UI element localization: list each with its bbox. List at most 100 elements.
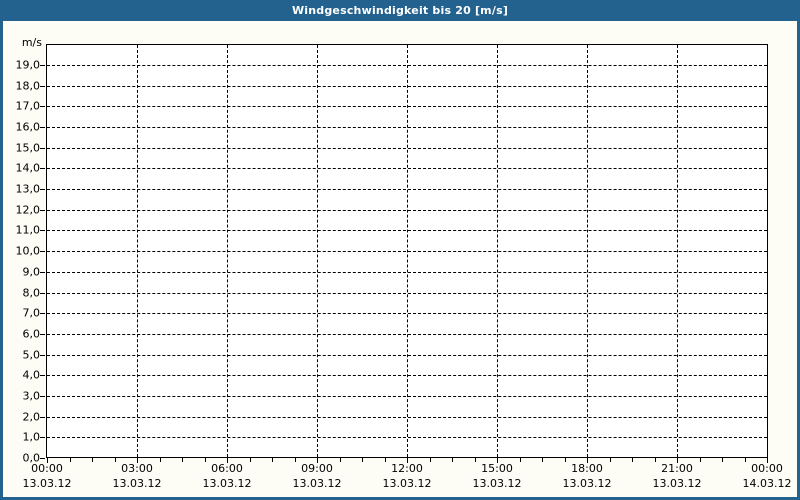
x-axis-minor-tick	[92, 458, 93, 462]
x-axis-tick-time: 00:00	[31, 462, 63, 475]
gridline-vertical	[587, 45, 588, 457]
x-axis-minor-tick	[272, 458, 273, 462]
gridline-vertical	[677, 45, 678, 457]
y-axis-tick-label: 14,0	[15, 161, 41, 175]
y-axis-tick	[40, 189, 45, 191]
gridline-vertical	[137, 45, 138, 457]
x-axis-minor-tick	[159, 458, 161, 462]
y-axis-labels: 19,0 18,0 17,0 16,0 15,0 14,0 13,0 12,0 11,0 10,0…	[3, 44, 45, 465]
x-axis-tick-time: 09:00	[301, 462, 333, 475]
x-axis-tick	[407, 458, 408, 463]
x-axis-tick	[677, 458, 678, 463]
x-axis-labels: 00:00 13.03.12 03:00 13.03.12 06:00 13.03.12 0…	[3, 461, 800, 495]
y-axis-tick-label: 18,0	[15, 79, 41, 93]
y-axis-tick	[40, 85, 45, 87]
y-axis-tick	[40, 209, 45, 211]
gridline-vertical	[227, 45, 228, 457]
x-axis-tick	[317, 458, 318, 463]
x-axis-tick-date: 13.03.12	[382, 477, 432, 490]
x-axis-tick-label: 03:00 13.03.12	[113, 461, 162, 491]
y-axis-tick	[40, 147, 45, 149]
y-axis-tick	[40, 65, 45, 66]
y-axis-tick	[40, 127, 45, 129]
x-axis-tick-date: 13.03.12	[652, 477, 702, 490]
x-axis-tick	[227, 458, 228, 463]
y-axis-tick-label: 6,0	[22, 327, 41, 341]
x-axis-tick-label: 09:00 13.03.12	[293, 461, 342, 491]
x-axis-tick	[587, 458, 588, 463]
y-axis-tick	[40, 251, 45, 253]
gridline-vertical	[317, 45, 318, 457]
y-axis-tick-label: 5,0	[22, 348, 41, 362]
x-axis-tick-label: 18:00 13.03.12	[563, 461, 612, 491]
x-axis-tick-time: 06:00	[211, 462, 243, 475]
x-axis-tick-date: 13.03.12	[472, 477, 522, 490]
x-axis-minor-tick	[699, 458, 701, 462]
x-axis-tick-label: 06:00 13.03.12	[203, 461, 252, 491]
y-axis-tick-label: 1,0	[22, 430, 41, 444]
y-axis-tick-label: 15,0	[15, 141, 41, 155]
y-axis-tick-label: 0,0	[22, 451, 41, 465]
y-axis-tick-label: 4,0	[22, 368, 41, 382]
y-axis-tick	[40, 416, 45, 418]
x-axis-minor-tick	[452, 458, 453, 462]
y-axis-tick	[40, 458, 45, 459]
gridline-vertical	[497, 45, 498, 457]
y-axis-tick-label: 2,0	[22, 410, 41, 424]
plot-area	[46, 44, 768, 458]
y-axis-tick	[40, 292, 45, 294]
x-axis-tick-date: 13.03.12	[202, 477, 252, 490]
x-axis-tick-time: 03:00	[121, 462, 153, 475]
x-axis-minor-tick	[519, 458, 521, 462]
gridline-vertical	[407, 45, 408, 457]
y-axis-tick	[40, 230, 45, 232]
y-axis-tick-label: 12,0	[15, 203, 41, 217]
y-axis-tick-label: 13,0	[15, 182, 41, 196]
y-axis-tick	[40, 313, 45, 315]
x-axis-minor-tick	[722, 458, 723, 462]
x-axis-tick-label: 15:00 13.03.12	[473, 461, 522, 491]
y-axis-tick-label: 16,0	[15, 120, 41, 134]
x-axis-minor-tick	[362, 458, 363, 462]
y-axis-tick	[40, 354, 45, 356]
x-axis-minor-tick	[249, 458, 251, 462]
x-axis-minor-tick	[204, 458, 206, 462]
x-axis-minor-tick	[654, 458, 656, 462]
x-axis-tick-label: 12:00 13.03.12	[383, 461, 432, 491]
y-axis-tick-label: 3,0	[22, 389, 41, 403]
x-axis-tick-time: 12:00	[391, 462, 423, 475]
y-axis-tick	[40, 375, 45, 377]
page-title: Windgeschwindigkeit bis 20 [m/s]	[291, 4, 509, 17]
x-axis-minor-tick	[69, 458, 71, 462]
x-axis-tick-date: 13.03.12	[292, 477, 342, 490]
x-axis-minor-tick	[294, 458, 296, 462]
y-axis-tick	[40, 106, 45, 108]
x-axis-tick	[767, 458, 768, 463]
x-axis-tick	[137, 458, 138, 463]
x-axis-minor-tick	[339, 458, 341, 462]
y-axis-unit-label: m/s	[21, 36, 42, 49]
x-axis-tick-label: 00:00 14.03.12	[743, 461, 792, 491]
y-axis-tick-label: 19,0	[15, 58, 41, 72]
y-axis-tick-label: 9,0	[22, 265, 41, 279]
x-axis-minor-tick	[474, 458, 476, 462]
x-axis-minor-tick	[542, 458, 543, 462]
x-axis-tick	[47, 458, 48, 463]
x-axis-tick-date: 13.03.12	[112, 477, 162, 490]
y-axis-tick-label: 8,0	[22, 286, 41, 300]
y-axis-tick	[40, 437, 45, 439]
x-axis-minor-tick	[384, 458, 386, 462]
x-axis-minor-tick	[744, 458, 746, 462]
y-axis-tick	[40, 333, 45, 335]
y-axis-tick	[40, 271, 45, 273]
y-axis-tick-label: 11,0	[15, 223, 41, 237]
x-axis-tick-date: 14.03.12	[742, 477, 792, 490]
window-title-bar: Windgeschwindigkeit bis 20 [m/s]	[0, 0, 800, 21]
x-axis-minor-tick	[564, 458, 566, 462]
y-axis-tick-label: 17,0	[15, 99, 41, 113]
y-axis-tick	[40, 168, 45, 170]
x-axis-minor-tick	[114, 458, 116, 462]
x-axis-minor-tick	[609, 458, 611, 462]
x-axis-tick-time: 18:00	[571, 462, 603, 475]
